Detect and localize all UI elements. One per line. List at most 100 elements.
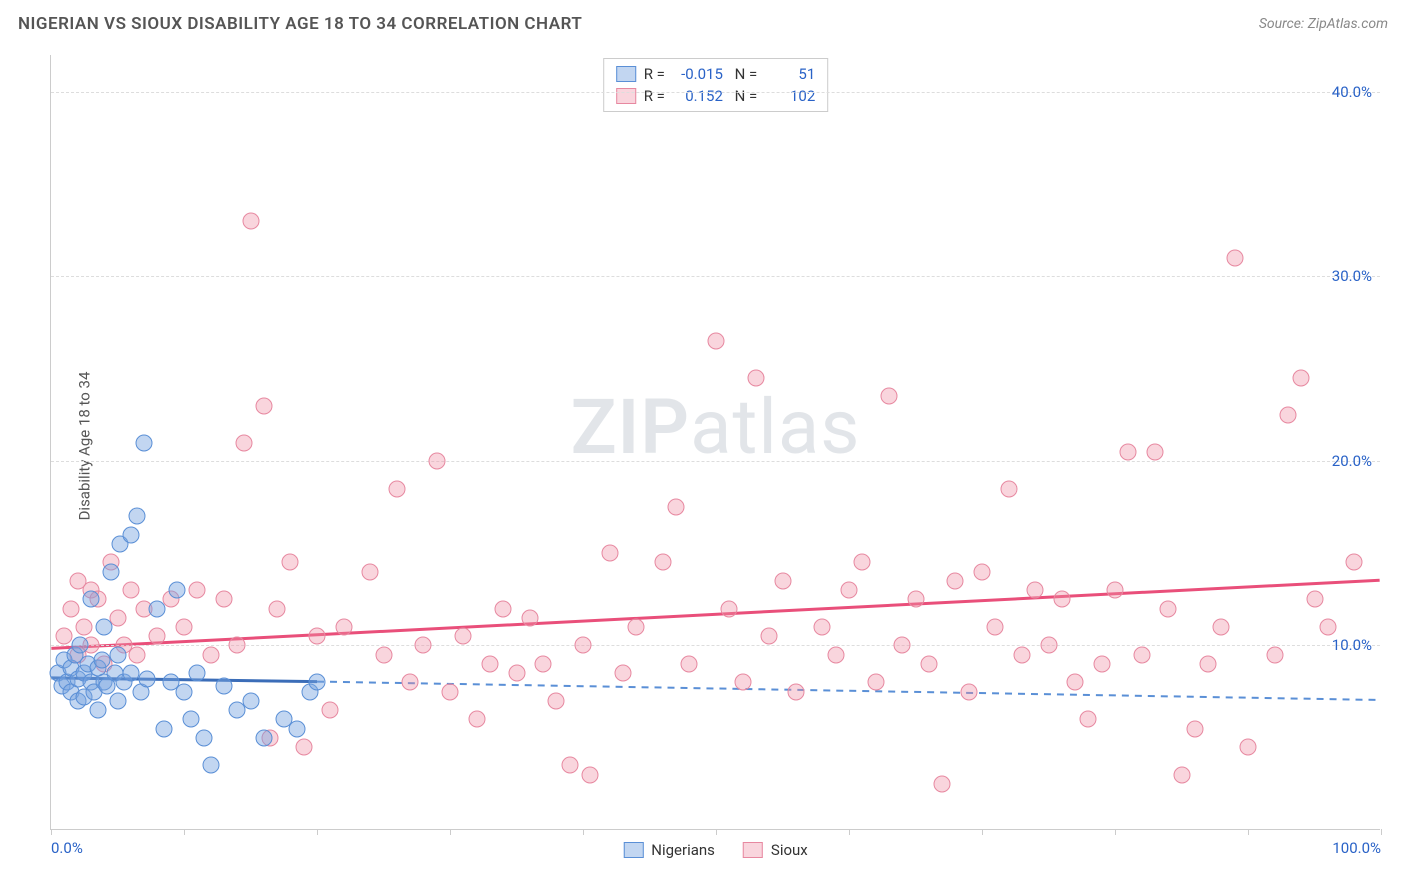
scatter-point-sioux — [920, 655, 937, 672]
y-tick-label: 40.0% — [1332, 83, 1372, 101]
scatter-point-sioux — [1160, 600, 1177, 617]
scatter-point-sioux — [1173, 766, 1190, 783]
gridline — [51, 645, 1380, 646]
stat-row-nigerians: R = -0.015 N = 51 — [616, 63, 816, 85]
scatter-point-nigerians — [156, 720, 173, 737]
scatter-point-nigerians — [109, 646, 126, 663]
scatter-point-sioux — [854, 554, 871, 571]
scatter-point-sioux — [1186, 720, 1203, 737]
x-tick — [450, 829, 451, 835]
scatter-point-sioux — [747, 369, 764, 386]
x-tick-label: 0.0% — [51, 839, 83, 857]
scatter-point-sioux — [521, 609, 538, 626]
legend-label-nigerians: Nigerians — [651, 841, 715, 859]
scatter-point-sioux — [827, 646, 844, 663]
scatter-point-sioux — [495, 600, 512, 617]
scatter-point-sioux — [1200, 655, 1217, 672]
scatter-point-nigerians — [202, 757, 219, 774]
scatter-point-sioux — [654, 554, 671, 571]
scatter-point-nigerians — [195, 729, 212, 746]
scatter-point-sioux — [614, 665, 631, 682]
scatter-point-sioux — [388, 480, 405, 497]
scatter-point-sioux — [575, 637, 592, 654]
scatter-point-sioux — [295, 738, 312, 755]
scatter-point-sioux — [282, 554, 299, 571]
scatter-point-sioux — [1000, 480, 1017, 497]
scatter-point-sioux — [947, 572, 964, 589]
scatter-point-sioux — [1040, 637, 1057, 654]
scatter-point-nigerians — [136, 434, 153, 451]
scatter-point-nigerians — [109, 692, 126, 709]
scatter-point-nigerians — [289, 720, 306, 737]
swatch-sioux — [743, 842, 763, 858]
scatter-point-sioux — [189, 582, 206, 599]
series-legend: Nigerians Sioux — [623, 841, 807, 859]
scatter-point-sioux — [734, 674, 751, 691]
scatter-plot-area: ZIPatlas R = -0.015 N = 51 R = 0.152 N =… — [50, 55, 1380, 830]
r-value-nigerians: -0.015 — [673, 65, 723, 83]
r-label: R = — [644, 65, 665, 83]
n-label: N = — [731, 65, 757, 83]
x-tick — [51, 829, 52, 835]
n-value-sioux: 102 — [765, 87, 815, 105]
scatter-point-sioux — [202, 646, 219, 663]
scatter-point-sioux — [774, 572, 791, 589]
scatter-point-sioux — [1133, 646, 1150, 663]
scatter-point-nigerians — [96, 619, 113, 636]
scatter-point-sioux — [322, 702, 339, 719]
scatter-point-nigerians — [149, 600, 166, 617]
scatter-point-sioux — [894, 637, 911, 654]
stat-row-sioux: R = 0.152 N = 102 — [616, 85, 816, 107]
scatter-point-sioux — [1067, 674, 1084, 691]
x-tick — [716, 829, 717, 835]
scatter-point-sioux — [508, 665, 525, 682]
gridline — [51, 92, 1380, 93]
scatter-point-nigerians — [138, 670, 155, 687]
x-tick — [1381, 829, 1382, 835]
scatter-point-sioux — [907, 591, 924, 608]
scatter-point-sioux — [1027, 582, 1044, 599]
n-value-nigerians: 51 — [765, 65, 815, 83]
x-tick — [184, 829, 185, 835]
scatter-point-nigerians — [309, 674, 326, 691]
scatter-point-sioux — [215, 591, 232, 608]
scatter-point-sioux — [122, 582, 139, 599]
scatter-point-nigerians — [189, 665, 206, 682]
scatter-point-sioux — [841, 582, 858, 599]
scatter-point-sioux — [56, 628, 73, 645]
scatter-point-sioux — [229, 637, 246, 654]
x-tick — [317, 829, 318, 835]
scatter-point-sioux — [442, 683, 459, 700]
scatter-point-sioux — [415, 637, 432, 654]
scatter-point-sioux — [1319, 619, 1336, 636]
scatter-point-sioux — [681, 655, 698, 672]
y-tick-label: 20.0% — [1332, 452, 1372, 470]
scatter-point-sioux — [535, 655, 552, 672]
swatch-nigerians — [623, 842, 643, 858]
scatter-point-sioux — [176, 619, 193, 636]
scatter-point-sioux — [1226, 249, 1243, 266]
scatter-point-sioux — [1293, 369, 1310, 386]
scatter-point-sioux — [960, 683, 977, 700]
scatter-point-sioux — [708, 333, 725, 350]
scatter-point-sioux — [628, 619, 645, 636]
scatter-point-sioux — [362, 563, 379, 580]
swatch-sioux — [616, 88, 636, 104]
scatter-point-sioux — [375, 646, 392, 663]
scatter-point-sioux — [481, 655, 498, 672]
scatter-point-nigerians — [255, 729, 272, 746]
x-tick-label: 100.0% — [1332, 839, 1381, 857]
x-tick — [1248, 829, 1249, 835]
scatter-point-sioux — [974, 563, 991, 580]
scatter-point-sioux — [1146, 443, 1163, 460]
scatter-point-sioux — [255, 397, 272, 414]
source-attribution: Source: ZipAtlas.com — [1259, 16, 1388, 32]
scatter-point-sioux — [934, 775, 951, 792]
scatter-point-sioux — [242, 213, 259, 230]
correlation-stat-legend: R = -0.015 N = 51 R = 0.152 N = 102 — [603, 58, 829, 112]
n-label: N = — [731, 87, 757, 105]
scatter-point-nigerians — [122, 526, 139, 543]
scatter-point-sioux — [1346, 554, 1363, 571]
scatter-point-sioux — [428, 452, 445, 469]
scatter-point-sioux — [1053, 591, 1070, 608]
